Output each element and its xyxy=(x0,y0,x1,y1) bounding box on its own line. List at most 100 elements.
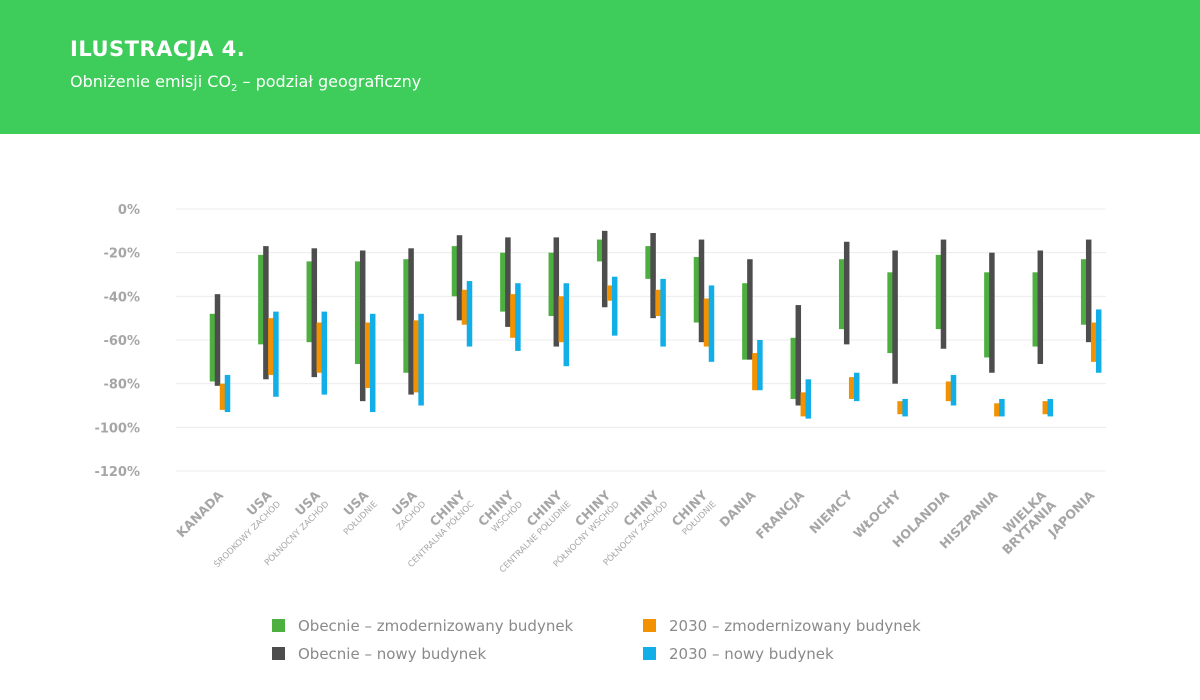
bar-retrofit_2030 xyxy=(364,322,371,389)
x-tick-label: DANIA xyxy=(716,487,759,530)
bar-current_retrofit xyxy=(403,259,409,373)
bar-retrofit_2030 xyxy=(219,383,226,410)
subtitle-pre: Obniżenie emisji CO xyxy=(70,72,232,91)
bar-retrofit_2030 xyxy=(703,298,710,347)
y-tick-label: -20% xyxy=(103,247,140,262)
legend-swatch-2030-new xyxy=(643,647,656,660)
bar-retrofit_2030 xyxy=(606,285,613,301)
page-title: ILUSTRACJA 4. xyxy=(70,37,246,61)
bar-new_2030 xyxy=(708,285,715,362)
bar-new_2030 xyxy=(757,340,763,391)
x-category-label: NIEMCY xyxy=(806,487,856,537)
bar-current_retrofit xyxy=(645,246,651,279)
header-banner: ILUSTRACJA 4. Obniżenie emisji CO2 – pod… xyxy=(0,0,1200,134)
bar-new_2030 xyxy=(1047,398,1054,417)
bar-current_retrofit xyxy=(790,337,797,399)
y-tick-label: -40% xyxy=(103,290,140,305)
bar-new_2030 xyxy=(853,372,860,402)
legend-item-current-new: Obecnie – nowy budynek xyxy=(272,645,486,663)
bar-new_2030 xyxy=(563,283,570,367)
y-tick-label: -100% xyxy=(94,421,140,436)
bar-current_new xyxy=(456,235,463,321)
bar-current_retrofit xyxy=(500,252,506,312)
legend-swatch-current-new xyxy=(272,647,285,660)
bar-current_new xyxy=(263,246,269,380)
bar-new_2030 xyxy=(418,313,424,406)
bar-current_new xyxy=(747,259,753,360)
bar-current_retrofit xyxy=(935,254,942,330)
legend-swatch-current-retrofit xyxy=(272,619,285,632)
bar-current_retrofit xyxy=(838,259,845,330)
x-tick-label: NIEMCY xyxy=(806,487,856,537)
bar-current_retrofit xyxy=(209,313,216,382)
bar-new_2030 xyxy=(515,283,521,351)
bar-current_retrofit xyxy=(1032,272,1039,347)
bar-current_new xyxy=(795,305,802,406)
bar-current_new xyxy=(650,233,656,319)
bar-new_2030 xyxy=(1095,309,1102,373)
bar-retrofit_2030 xyxy=(1042,401,1049,415)
y-tick-label: 0% xyxy=(118,203,140,218)
bar-current_retrofit xyxy=(693,257,700,323)
bar-current_new xyxy=(408,248,414,395)
bar-current_new xyxy=(553,237,560,347)
bar-new_2030 xyxy=(902,398,908,417)
bar-new_2030 xyxy=(369,313,376,413)
bar-current_retrofit xyxy=(742,283,748,360)
bar-retrofit_2030 xyxy=(461,289,468,325)
subtitle-post: – podział geograficzny xyxy=(237,72,422,91)
x-category-label: KANADA xyxy=(173,487,226,540)
bar-current_new xyxy=(892,250,898,384)
y-tick-label: -80% xyxy=(103,378,140,393)
bar-current_retrofit xyxy=(1080,259,1087,325)
page-subtitle: Obniżenie emisji CO2 – podział geografic… xyxy=(70,72,421,94)
bar-retrofit_2030 xyxy=(994,403,1000,417)
legend-label: 2030 – zmodernizowany budynek xyxy=(669,617,921,635)
x-tick-label: FRANCJA xyxy=(753,487,808,542)
bar-current_retrofit xyxy=(354,261,361,365)
bar-retrofit_2030 xyxy=(1090,322,1097,362)
bar-current_new xyxy=(1037,250,1044,365)
bar-current_new xyxy=(843,241,850,345)
bar-retrofit_2030 xyxy=(800,392,807,417)
bar-current_retrofit xyxy=(548,252,555,316)
bar-current_retrofit xyxy=(596,239,603,262)
bar-new_2030 xyxy=(999,398,1005,417)
legend-label: Obecnie – zmodernizowany budynek xyxy=(298,617,574,635)
subtitle-sub: 2 xyxy=(231,83,238,95)
bar-current_new xyxy=(359,250,366,402)
bar-new_2030 xyxy=(660,278,666,347)
legend-label: Obecnie – nowy budynek xyxy=(298,645,487,663)
bar-current_new xyxy=(214,294,221,386)
bar-new_2030 xyxy=(805,379,812,419)
bar-current_new xyxy=(505,237,511,327)
bar-retrofit_2030 xyxy=(268,318,274,375)
bar-current_retrofit xyxy=(887,272,893,354)
bar-current_new xyxy=(940,239,947,349)
bar-current_new xyxy=(989,252,995,373)
bar-new_2030 xyxy=(611,276,618,336)
bar-retrofit_2030 xyxy=(897,401,903,415)
y-tick-label: -60% xyxy=(103,334,140,349)
y-tick-label: -120% xyxy=(94,465,140,480)
bar-new_2030 xyxy=(224,374,231,413)
emissions-chart: 0%-20%-40%-60%-80%-100%-120%KANADA USAŚRO… xyxy=(94,203,1106,575)
bar-retrofit_2030 xyxy=(655,289,661,316)
x-category-label: DANIA xyxy=(716,487,759,530)
bar-retrofit_2030 xyxy=(413,320,419,393)
legend-label: 2030 – nowy budynek xyxy=(669,645,834,663)
bar-new_2030 xyxy=(273,311,279,397)
bar-current_retrofit xyxy=(451,246,458,297)
bar-current_retrofit xyxy=(984,272,990,358)
bar-retrofit_2030 xyxy=(752,353,758,391)
x-tick-label: KANADA xyxy=(173,487,226,540)
bar-new_2030 xyxy=(321,311,328,395)
bar-retrofit_2030 xyxy=(945,381,952,402)
legend-swatch-2030-retrofit xyxy=(643,619,656,632)
x-category-label: FRANCJA xyxy=(753,487,808,542)
bar-current_new xyxy=(601,230,608,308)
bar-retrofit_2030 xyxy=(848,377,855,399)
